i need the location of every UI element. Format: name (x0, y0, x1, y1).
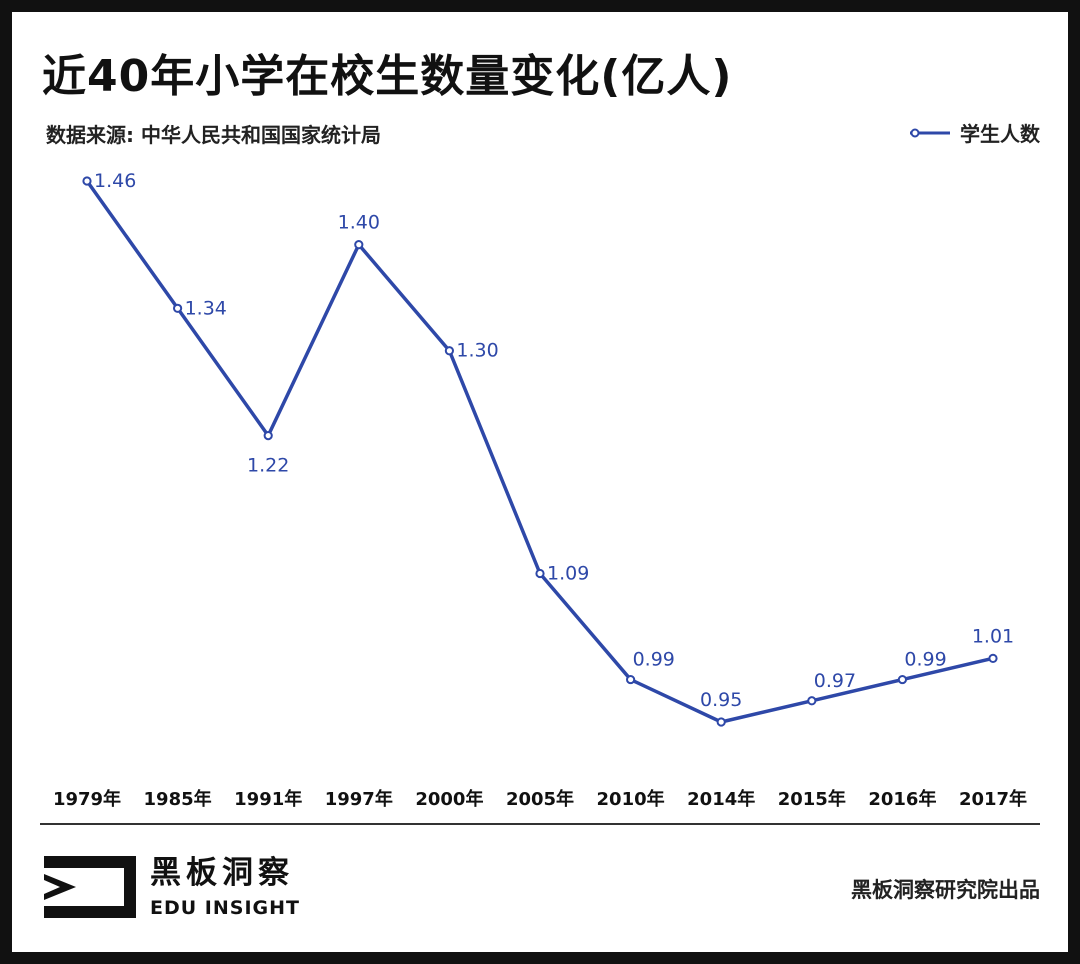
data-point (535, 568, 545, 579)
data-point (263, 430, 273, 441)
data-label: 0.99 (904, 649, 946, 671)
x-tick-label: 2016年 (868, 788, 936, 810)
data-point (897, 674, 908, 685)
chart-frame: 近40年小学在校生数量变化(亿人) 数据来源: 中华人民共和国国家统计局 学生人… (12, 12, 1068, 952)
logo-cn-text: 黑板洞察 (150, 855, 294, 891)
data-label: 1.34 (185, 297, 227, 319)
x-tick-label: 2014年 (687, 788, 755, 810)
data-label: 0.99 (633, 649, 675, 671)
brand-logo: 黑板洞察 EDU INSIGHT (42, 854, 300, 922)
data-point (173, 303, 183, 313)
data-label: 0.97 (814, 670, 856, 692)
x-tick-label: 1991年 (234, 788, 302, 810)
data-point (716, 717, 726, 727)
data-label: 1.40 (338, 212, 380, 234)
x-tick-label: 2010年 (597, 788, 665, 810)
data-point (988, 653, 998, 663)
legend-line-icon (910, 128, 950, 137)
data-point (807, 696, 817, 706)
chart-title: 近40年小学在校生数量变化(亿人) (42, 51, 733, 102)
x-tick-label: 2005年 (506, 788, 574, 810)
data-point (626, 674, 636, 685)
data-label: 1.09 (547, 562, 589, 584)
data-label: 1.46 (94, 170, 136, 192)
eye-logo-icon (44, 856, 136, 918)
x-tick-label: 2017年 (959, 788, 1027, 810)
data-source: 数据来源: 中华人民共和国国家统计局 (46, 123, 381, 147)
legend-label: 学生人数 (960, 122, 1040, 146)
line-chart: 1.46 1.34 1.22 1.40 1.30 1.09 0.99 0.95 0.97 0.99… (53, 170, 1027, 810)
data-label: 1.01 (972, 625, 1014, 647)
x-tick-label: 2000年 (415, 788, 483, 810)
data-point (354, 240, 364, 250)
x-tick-label: 1997年 (325, 788, 393, 810)
x-tick-label: 1985年 (144, 788, 212, 810)
logo-en-text: EDU INSIGHT (150, 897, 300, 919)
data-label: 1.30 (456, 340, 498, 362)
series-line (85, 179, 994, 724)
x-tick-label: 1979年 (53, 788, 121, 810)
data-point (82, 176, 92, 186)
x-tick-label: 2015年 (778, 788, 846, 810)
data-label: 0.95 (700, 689, 742, 711)
footer-divider (40, 823, 1040, 825)
data-label: 1.22 (247, 455, 289, 477)
legend: 学生人数 (908, 118, 1040, 147)
data-point (444, 346, 454, 356)
credit-text: 黑板洞察研究院出品 (851, 878, 1040, 902)
